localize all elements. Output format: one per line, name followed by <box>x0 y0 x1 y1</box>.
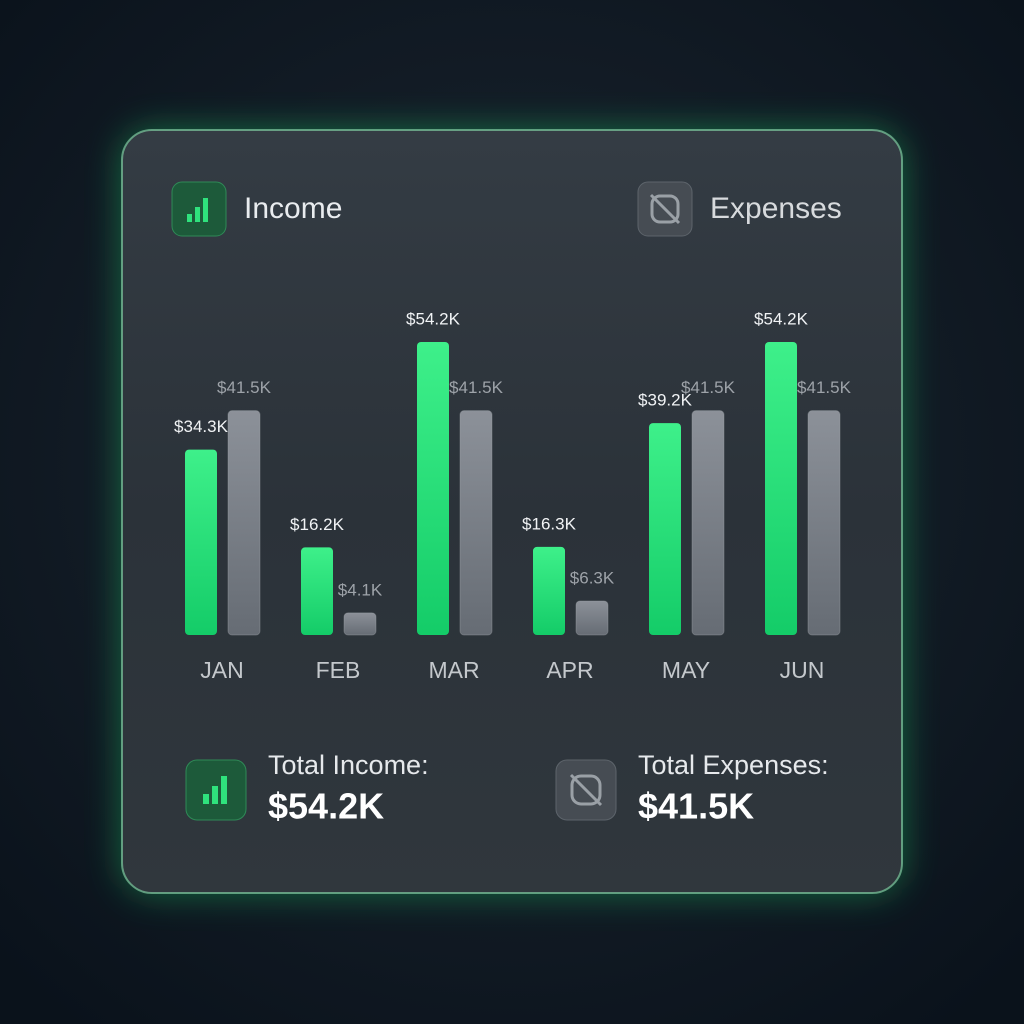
total-label: Total Expenses: <box>638 750 829 780</box>
value-label: $41.5K <box>681 378 736 397</box>
total-label: Total Income: <box>268 750 429 780</box>
x-tick-label: JUN <box>780 657 825 683</box>
value-label: $41.5K <box>797 378 852 397</box>
legend-label: Income <box>244 192 342 225</box>
value-label: $4.1K <box>338 580 383 599</box>
value-label: $16.2K <box>290 515 345 534</box>
bar <box>343 612 377 636</box>
bar <box>807 410 841 636</box>
value-label: $54.2K <box>406 309 461 328</box>
value-label: $54.2K <box>754 309 809 328</box>
bar <box>459 410 493 636</box>
total-income-icon <box>185 759 247 821</box>
bar <box>185 449 217 635</box>
x-tick-label: MAR <box>428 657 479 683</box>
bar <box>649 423 681 635</box>
total-value: $54.2K <box>268 786 384 827</box>
value-label: $39.2K <box>638 391 693 410</box>
legend-label: Expenses <box>710 192 842 225</box>
bar <box>301 547 333 635</box>
bar <box>575 600 609 636</box>
total-value: $41.5K <box>638 786 754 827</box>
x-tick-label: MAY <box>662 657 710 683</box>
bar <box>227 410 261 636</box>
value-label: $16.3K <box>522 514 577 533</box>
x-tick-label: FEB <box>316 657 361 683</box>
value-label: $41.5K <box>217 378 272 397</box>
bar <box>765 342 797 635</box>
total-expenses-icon <box>555 759 617 821</box>
x-tick-label: JAN <box>200 657 243 683</box>
bar <box>533 546 565 635</box>
bar <box>417 342 449 635</box>
expenses-icon <box>637 181 693 237</box>
bar <box>691 410 725 636</box>
value-label: $6.3K <box>570 568 615 587</box>
x-tick-label: APR <box>546 657 593 683</box>
income-icon <box>171 181 227 237</box>
value-label: $41.5K <box>449 378 504 397</box>
card <box>121 129 903 894</box>
value-label: $34.3K <box>174 417 229 436</box>
